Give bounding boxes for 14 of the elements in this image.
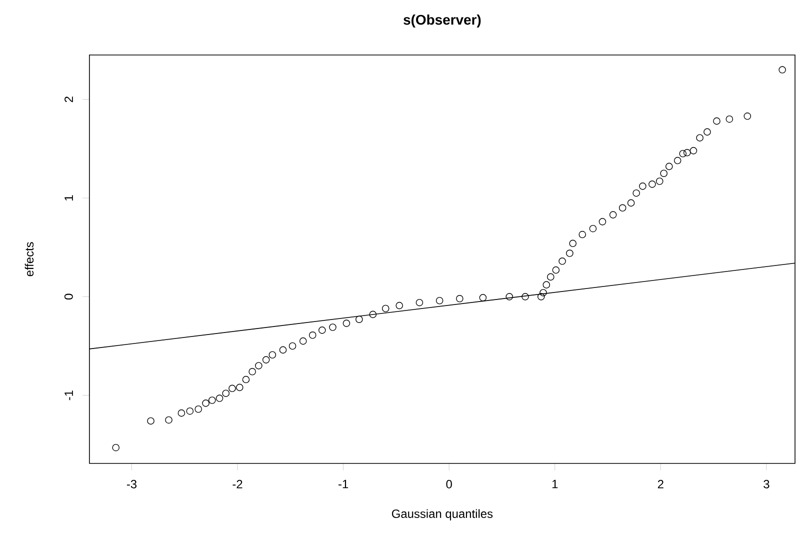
y-tick-label: 0 [64, 294, 73, 300]
chart-title: s(Observer) [404, 14, 481, 28]
x-tick-label: 2 [658, 480, 664, 488]
y-axis-title: effects [24, 242, 34, 276]
x-tick-label: 3 [764, 480, 770, 488]
x-tick-label: -3 [126, 480, 137, 488]
x-axis-title: Gaussian quantiles [392, 509, 493, 520]
y-tick-label: 2 [64, 96, 73, 102]
x-tick-label: 0 [446, 480, 452, 488]
x-tick-label: 1 [552, 480, 558, 488]
x-tick-label: -2 [232, 480, 242, 488]
y-tick-label: 1 [64, 195, 73, 200]
x-tick-label: -1 [338, 480, 348, 488]
y-tick-label: -1 [64, 390, 73, 400]
